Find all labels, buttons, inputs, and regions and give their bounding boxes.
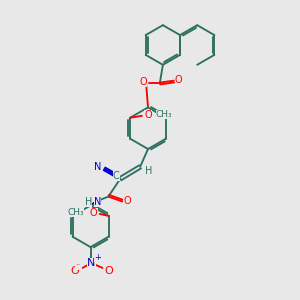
Text: CH₃: CH₃ xyxy=(67,208,84,217)
Text: O: O xyxy=(70,266,79,276)
Text: ⁻: ⁻ xyxy=(76,261,80,270)
Text: O: O xyxy=(104,266,113,276)
Text: O: O xyxy=(123,196,131,206)
Text: O: O xyxy=(144,110,152,120)
Text: H: H xyxy=(145,166,153,176)
Text: N: N xyxy=(87,258,96,268)
Text: CH₃: CH₃ xyxy=(156,110,172,119)
Text: N: N xyxy=(94,162,101,172)
Text: O: O xyxy=(90,208,98,218)
Text: +: + xyxy=(94,254,101,262)
Text: O: O xyxy=(175,75,182,85)
Text: O: O xyxy=(139,76,147,87)
Text: C: C xyxy=(113,171,120,181)
Text: N: N xyxy=(94,196,101,206)
Text: H: H xyxy=(85,196,92,206)
